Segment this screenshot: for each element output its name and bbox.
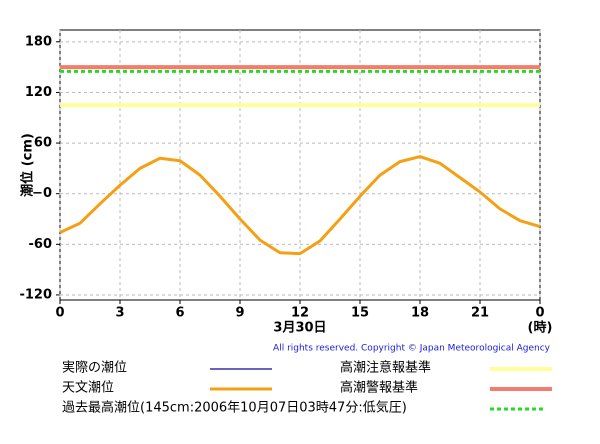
x-tick-label: 15 xyxy=(351,306,369,321)
x-tick-label: 18 xyxy=(411,306,429,321)
legend-label: 過去最高潮位(145cm:2006年10月07日03時47分:低気圧) xyxy=(62,400,407,416)
y-tick-label: 60 xyxy=(34,136,52,151)
x-tick-label: 12 xyxy=(291,306,309,321)
x-tick-label: 0 xyxy=(55,306,64,321)
legend-label: 高潮警報基準 xyxy=(340,380,418,396)
y-tick-label: -60 xyxy=(29,237,53,252)
x-tick-label: 21 xyxy=(471,306,489,321)
y-tick-label: 180 xyxy=(25,34,52,49)
tide-line xyxy=(59,155,541,256)
x-unit: (時) xyxy=(528,320,553,336)
x-axis-label: 3月30日 xyxy=(273,321,326,336)
copyright: All rights reserved. Copyright © Japan M… xyxy=(273,344,551,354)
x-tick-label: 3 xyxy=(115,306,124,321)
x-tick-label: 0 xyxy=(535,306,544,321)
y-axis-label: 潮位 (cm) xyxy=(20,133,36,197)
legend-label: 天文潮位 xyxy=(62,381,114,396)
y-tick-label: -120 xyxy=(19,287,52,302)
legend-label: 高潮注意報基準 xyxy=(340,360,431,376)
legend-label: 実際の潮位 xyxy=(62,360,127,376)
x-tick-label: 9 xyxy=(235,306,244,321)
x-tick-label: 6 xyxy=(175,306,184,321)
y-tick-label: 120 xyxy=(25,85,52,100)
y-tick-label: −0 xyxy=(32,186,52,201)
